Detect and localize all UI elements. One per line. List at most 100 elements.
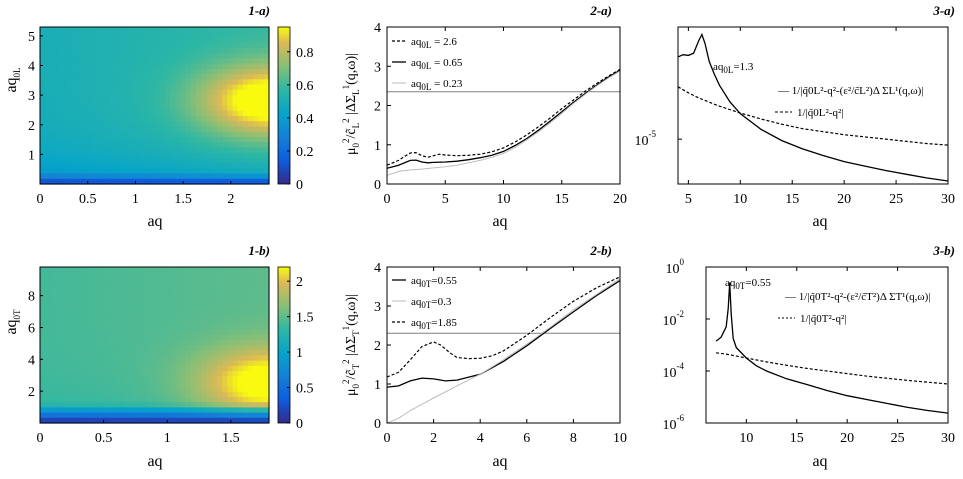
heatmap-cell (232, 74, 239, 80)
heatmap-cell (216, 397, 223, 403)
heatmap-cell (263, 313, 270, 320)
heatmap-cell (232, 371, 239, 377)
heatmap-cell (86, 298, 93, 304)
heatmap-cell (107, 324, 114, 330)
heatmap-cell (138, 32, 145, 39)
heatmap-cell (185, 272, 192, 278)
heatmap-cell (118, 360, 124, 367)
heatmap-cell (128, 267, 135, 273)
heatmap-cell (40, 115, 46, 122)
heatmap-cell (216, 313, 223, 320)
heatmap-cell (190, 267, 197, 273)
heatmap-cell (71, 303, 78, 310)
heatmap-cell (185, 376, 192, 382)
heatmap-cell (248, 282, 254, 289)
heatmap-cell (170, 136, 176, 143)
heatmap-cell (149, 68, 156, 75)
heatmap-cell (118, 178, 124, 185)
heatmap-cell (102, 287, 109, 294)
colorbar-tick-label: 0.4 (296, 112, 314, 127)
heatmap-cell (175, 173, 182, 180)
heatmap-cell (227, 334, 234, 341)
heatmap-cell (232, 42, 239, 49)
heatmap-cell (97, 84, 104, 91)
heatmap-cell (258, 350, 265, 356)
heatmap-cell (237, 287, 244, 294)
heatmap-cell (180, 381, 187, 388)
heatmap-cell (86, 350, 93, 356)
heatmap-cell (185, 303, 192, 310)
y-tick-label: 4 (374, 21, 381, 36)
heatmap-cell (222, 115, 228, 122)
heatmap-cell (107, 287, 114, 294)
heatmap-cell (128, 334, 135, 341)
heatmap-cell (242, 178, 249, 185)
heatmap-cell (190, 293, 197, 299)
heatmap-cell (50, 345, 57, 351)
heatmap-cell (92, 163, 98, 169)
heatmap-cell (159, 376, 166, 382)
heatmap-cell (97, 360, 104, 367)
heatmap-cell (180, 319, 187, 325)
heatmap-cell (107, 412, 114, 419)
heatmap-cell (112, 376, 119, 382)
heatmap-cell (138, 95, 145, 101)
heatmap-cell (86, 303, 93, 310)
heatmap-cell (144, 381, 150, 388)
heatmap-cell (180, 391, 187, 398)
heatmap-cell (222, 402, 228, 408)
heatmap-cell (237, 126, 244, 133)
heatmap-cell (232, 381, 239, 388)
heatmap-cell (55, 47, 62, 54)
heatmap-cell (164, 95, 171, 101)
heatmap-cell (76, 121, 83, 128)
heatmap-cell (102, 407, 109, 414)
legend-label-sub: 0T (421, 300, 432, 310)
heatmap-cell (144, 345, 150, 351)
heatmap-cell (222, 371, 228, 377)
heatmap-cell (138, 47, 145, 54)
heatmap-cell (71, 365, 78, 372)
heatmap-cell (92, 402, 98, 408)
heatmap-cell (133, 324, 140, 330)
heatmap-cell (258, 68, 265, 75)
heatmap-cell (164, 412, 171, 419)
heatmap-cell (263, 334, 270, 341)
heatmap-cell (154, 391, 161, 398)
heatmap-cell (60, 84, 67, 91)
heatmap-cell (211, 178, 218, 185)
heatmap-cell (138, 152, 145, 159)
heatmap-cell (201, 168, 208, 175)
heatmap-cell (206, 298, 213, 304)
heatmap-cell (118, 287, 124, 294)
heatmap-cell (222, 355, 228, 362)
heatmap-cell (97, 386, 104, 393)
heatmap-cell (149, 412, 156, 419)
heatmap-cell (164, 329, 171, 336)
heatmap-cell (263, 339, 270, 346)
heatmap-cell (60, 381, 67, 388)
heatmap-cell (133, 136, 140, 143)
heatmap-cell (55, 298, 62, 304)
colorbar-1b (277, 266, 291, 424)
heatmap-cell (128, 391, 135, 398)
heatmap-cell (97, 267, 104, 273)
legend-label: aq0T=1.85 (411, 317, 457, 331)
heatmap-cell (211, 355, 218, 362)
heatmap-cell (144, 282, 150, 289)
y-axis-label-2b: μ02/c̃T2 |ΔΣT1(q,ω)| (341, 294, 361, 396)
heatmap-cell (118, 47, 124, 54)
heatmap-cell (258, 339, 265, 346)
heatmap-cell (149, 308, 156, 315)
heatmap-cell (112, 27, 119, 33)
heatmap-cell (237, 84, 244, 91)
y-tick-label: 5 (28, 30, 35, 45)
heatmap-cell (112, 407, 119, 414)
heatmap-cell (222, 147, 228, 154)
heatmap-cell (45, 42, 51, 49)
heatmap-cell (60, 277, 67, 284)
heatmap-cell (50, 407, 57, 414)
heatmap-cell (71, 63, 78, 70)
heatmap-cell (185, 319, 192, 325)
